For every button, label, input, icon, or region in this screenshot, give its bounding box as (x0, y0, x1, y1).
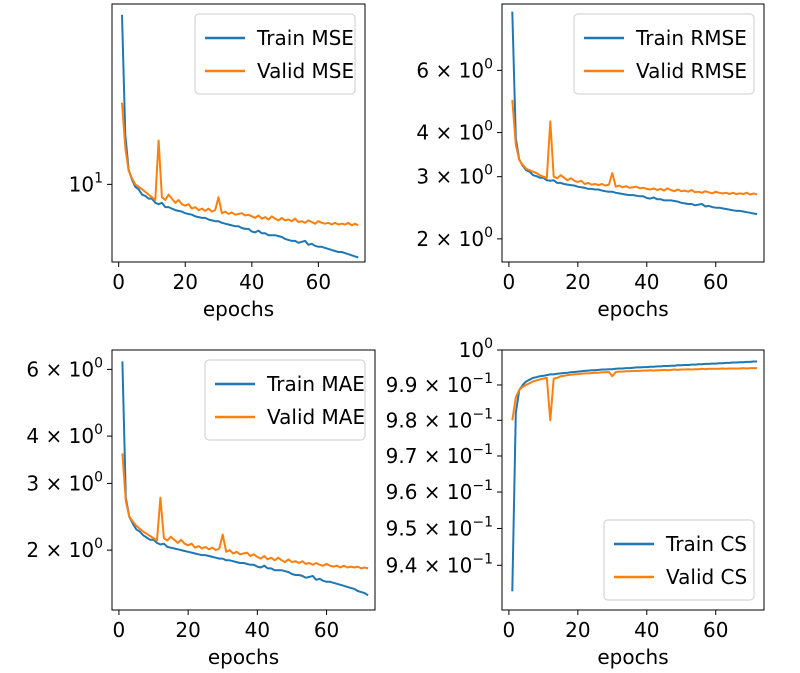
series-line-train (511, 360, 758, 592)
x-tick-label: 40 (245, 618, 270, 642)
legend-label-train: Train RMSE (635, 26, 747, 50)
y-tick-label: 9.6 × 10−1 (386, 478, 493, 504)
legend-box (204, 359, 366, 441)
x-tick-label: 0 (503, 270, 516, 294)
x-tick-label: 20 (173, 270, 198, 294)
series-line-train (121, 361, 369, 597)
x-tick-label: 20 (565, 618, 590, 642)
series-line-valid (511, 99, 758, 196)
legend-label-valid: Valid MSE (257, 59, 354, 83)
y-tick-label: 2 × 100 (26, 536, 103, 562)
series-line-train (511, 11, 758, 216)
x-tick-label: 20 (565, 270, 590, 294)
legend-label-valid: Valid MAE (267, 405, 365, 429)
x-tick-label: 40 (239, 270, 264, 294)
x-axis-label: epochs (597, 645, 668, 669)
x-axis-label: epochs (597, 297, 668, 321)
series-line-valid (121, 453, 369, 570)
y-tick-label: 3 × 100 (26, 469, 103, 495)
y-tick-label: 9.9 × 10−1 (386, 371, 493, 397)
legend-label-train: Train CS (665, 532, 747, 556)
y-tick-label: 6 × 100 (26, 355, 103, 381)
x-tick-label: 60 (703, 618, 728, 642)
x-axis-label: epochs (208, 645, 279, 669)
panel-cs: 0 20 40 60 epochs 9.4 × 10−1 9.5 × 10−1 9.6 × 1… (386, 336, 765, 669)
y-tick-label: 6 × 100 (416, 56, 493, 82)
y-tick-label: 101 (69, 170, 103, 196)
legend-box (194, 13, 356, 95)
legend-box (573, 13, 755, 95)
panel-rmse: 0 20 40 60 epochs 2 × 100 3 × 100 4 × 100 6 × 10… (416, 3, 765, 321)
x-tick-label: 60 (314, 618, 339, 642)
panel-mse: 0 20 40 60 epochs 101 Train MSE Valid MSE (69, 3, 366, 321)
y-tick-label: 4 × 100 (416, 119, 493, 145)
series-line-valid (121, 102, 359, 227)
legend-label-valid: Valid RMSE (636, 59, 747, 83)
legend-label-train: Train MSE (256, 26, 354, 50)
y-tick-label: 100 (459, 336, 493, 362)
series-line-train (121, 14, 359, 259)
y-tick-label: 9.5 × 10−1 (386, 514, 493, 540)
y-tick-label: 3 × 100 (416, 163, 493, 189)
x-tick-label: 0 (112, 270, 125, 294)
legend-label-train: Train MAE (266, 372, 365, 396)
x-tick-label: 40 (634, 270, 659, 294)
x-tick-label: 0 (113, 618, 126, 642)
x-tick-label: 20 (175, 618, 200, 642)
axes-frame (111, 349, 376, 611)
axes-frame (111, 3, 366, 263)
x-tick-label: 40 (634, 618, 659, 642)
legend-box (603, 519, 755, 601)
y-tick-label: 4 × 100 (26, 422, 103, 448)
x-axis-label: epochs (203, 297, 274, 321)
x-tick-label: 60 (703, 270, 728, 294)
y-tick-label: 9.4 × 10−1 (386, 551, 493, 577)
x-tick-label: 60 (306, 270, 331, 294)
y-tick-label: 9.8 × 10−1 (386, 406, 493, 432)
panel-mae: 0 20 40 60 epochs 2 × 100 3 × 100 4 × 100 6 × 10… (26, 349, 376, 669)
x-tick-label: 0 (503, 618, 516, 642)
y-tick-label: 2 × 100 (416, 225, 493, 251)
legend-label-valid: Valid CS (666, 565, 747, 589)
series-line-valid (511, 367, 758, 422)
y-tick-label: 9.7 × 10−1 (386, 442, 493, 468)
axes-frame (501, 349, 765, 611)
